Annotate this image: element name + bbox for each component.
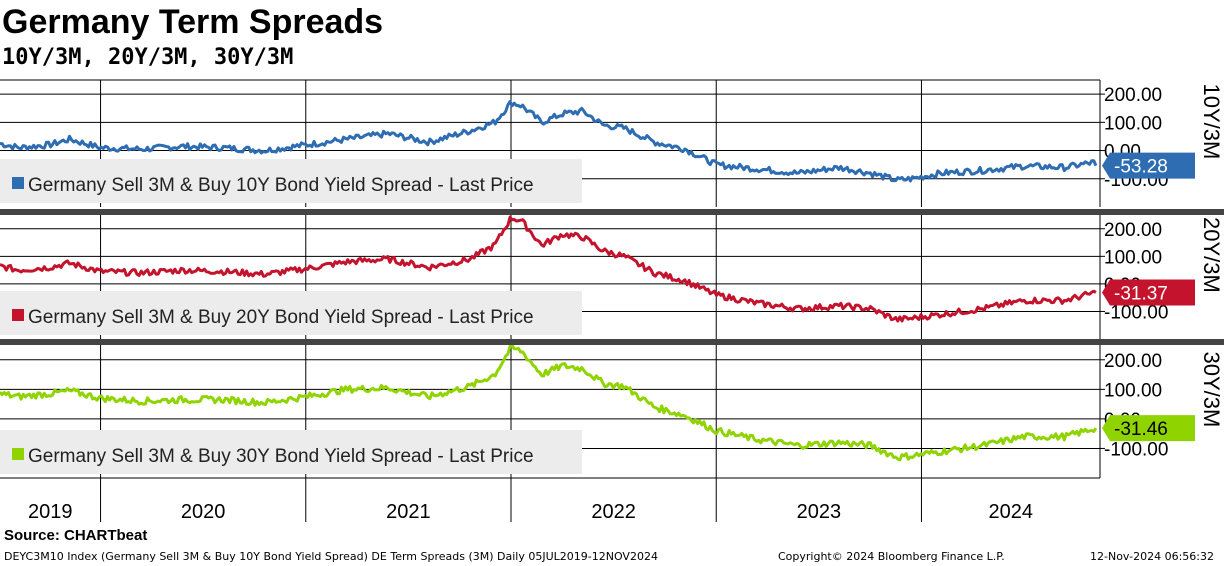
legend-swatch [12,309,24,321]
y-tick-label: -100.00 [1104,302,1168,323]
series-line [0,343,1098,462]
footer-description: DEYC3M10 Index (Germany Sell 3M & Buy 10… [4,550,658,563]
legend-box [0,430,582,474]
panel-label: 10Y/3M [1199,84,1224,160]
legend-box [0,159,582,203]
x-tick-label: 2022 [591,501,636,523]
legend-swatch [12,448,24,460]
legend-label: Germany Sell 3M & Buy 30Y Bond Yield Spr… [28,446,534,467]
x-tick-label: 2024 [988,501,1033,523]
legend-label: Germany Sell 3M & Buy 20Y Bond Yield Spr… [28,307,534,328]
y-tick-label: -100.00 [1104,439,1168,460]
chart-title: Germany Term Spreads [2,3,384,41]
series-line [0,215,1097,323]
panel-separator [0,339,1224,345]
y-tick-label: 200.00 [1104,220,1162,241]
x-tick-label: 2020 [181,501,226,523]
y-tick-label: 200.00 [1104,351,1162,372]
last-price-value: -53.28 [1114,157,1168,178]
footer-copyright: Copyright© 2024 Bloomberg Finance L.P. [778,550,1005,563]
x-tick-label: 2023 [797,501,842,523]
panel-label: 30Y/3M [1199,352,1224,428]
y-tick-label: 100.00 [1104,380,1162,401]
legend-label: Germany Sell 3M & Buy 10Y Bond Yield Spr… [28,175,534,196]
panel-separator [0,209,1224,215]
last-price-value: -31.46 [1114,419,1168,440]
source-label: Source: CHARTbeat [4,527,148,544]
last-price-value: -31.37 [1114,284,1168,305]
y-tick-label: 100.00 [1104,247,1162,268]
y-tick-label: 200.00 [1104,85,1162,106]
footer-timestamp: 12-Nov-2024 06:56:32 [1090,550,1215,563]
last-price-tag [1102,279,1195,306]
y-tick-label: 100.00 [1104,113,1162,134]
legend-box [0,291,582,335]
chart-subtitle: 10Y/3M, 20Y/3M, 30Y/3M [2,45,294,70]
x-tick-label: 2021 [386,501,431,523]
series-line [0,100,1098,183]
x-tick-label: 2019 [28,501,73,523]
last-price-tag [1102,415,1195,442]
legend-swatch [12,177,24,189]
last-price-tag [1102,152,1195,179]
panel-label: 20Y/3M [1199,217,1224,293]
